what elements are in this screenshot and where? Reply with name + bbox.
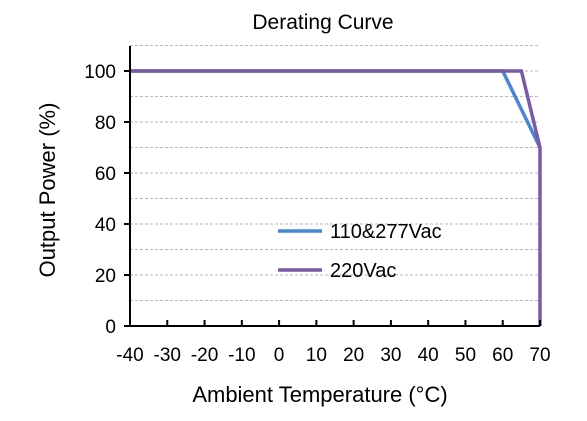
- chart-title: Derating Curve: [252, 11, 393, 34]
- x-tick-label: 70: [529, 345, 550, 366]
- x-tick-label: 0: [274, 345, 285, 366]
- y-tick-label: 20: [95, 266, 116, 287]
- legend: 110&277Vac 220Vac: [278, 221, 442, 282]
- y-ticks: 0 20 40 60 80 100: [84, 62, 130, 338]
- x-tick-label: 10: [306, 345, 327, 366]
- legend-label-2: 220Vac: [330, 260, 396, 282]
- x-tick-label: 20: [343, 345, 364, 366]
- x-tick-label: 30: [380, 345, 401, 366]
- x-axis-label: Ambient Temperature (°C): [192, 382, 447, 407]
- x-tick-label: 60: [492, 345, 513, 366]
- x-tick-label: -20: [191, 345, 218, 366]
- series-group: [130, 69, 542, 326]
- y-tick-label: 80: [95, 113, 116, 134]
- y-tick-label: 0: [105, 317, 116, 338]
- y-tick-label: 40: [95, 215, 116, 236]
- x-tick-label: -40: [116, 345, 143, 366]
- y-tick-label: 100: [84, 62, 116, 83]
- series-line-2: [130, 69, 542, 326]
- axes: [129, 46, 540, 327]
- y-tick-label: 60: [95, 164, 116, 185]
- x-tick-label: -10: [228, 345, 255, 366]
- y-axis-label: Output Power (%): [35, 103, 60, 278]
- x-tick-label: 40: [418, 345, 439, 366]
- x-tick-label: -30: [154, 345, 181, 366]
- legend-label-1: 110&277Vac: [330, 221, 442, 243]
- x-ticks: -40 -30 -20 -10 0 10 20 30 40 50 60 70: [116, 320, 551, 366]
- series-line-1: [130, 69, 542, 149]
- x-tick-label: 50: [455, 345, 476, 366]
